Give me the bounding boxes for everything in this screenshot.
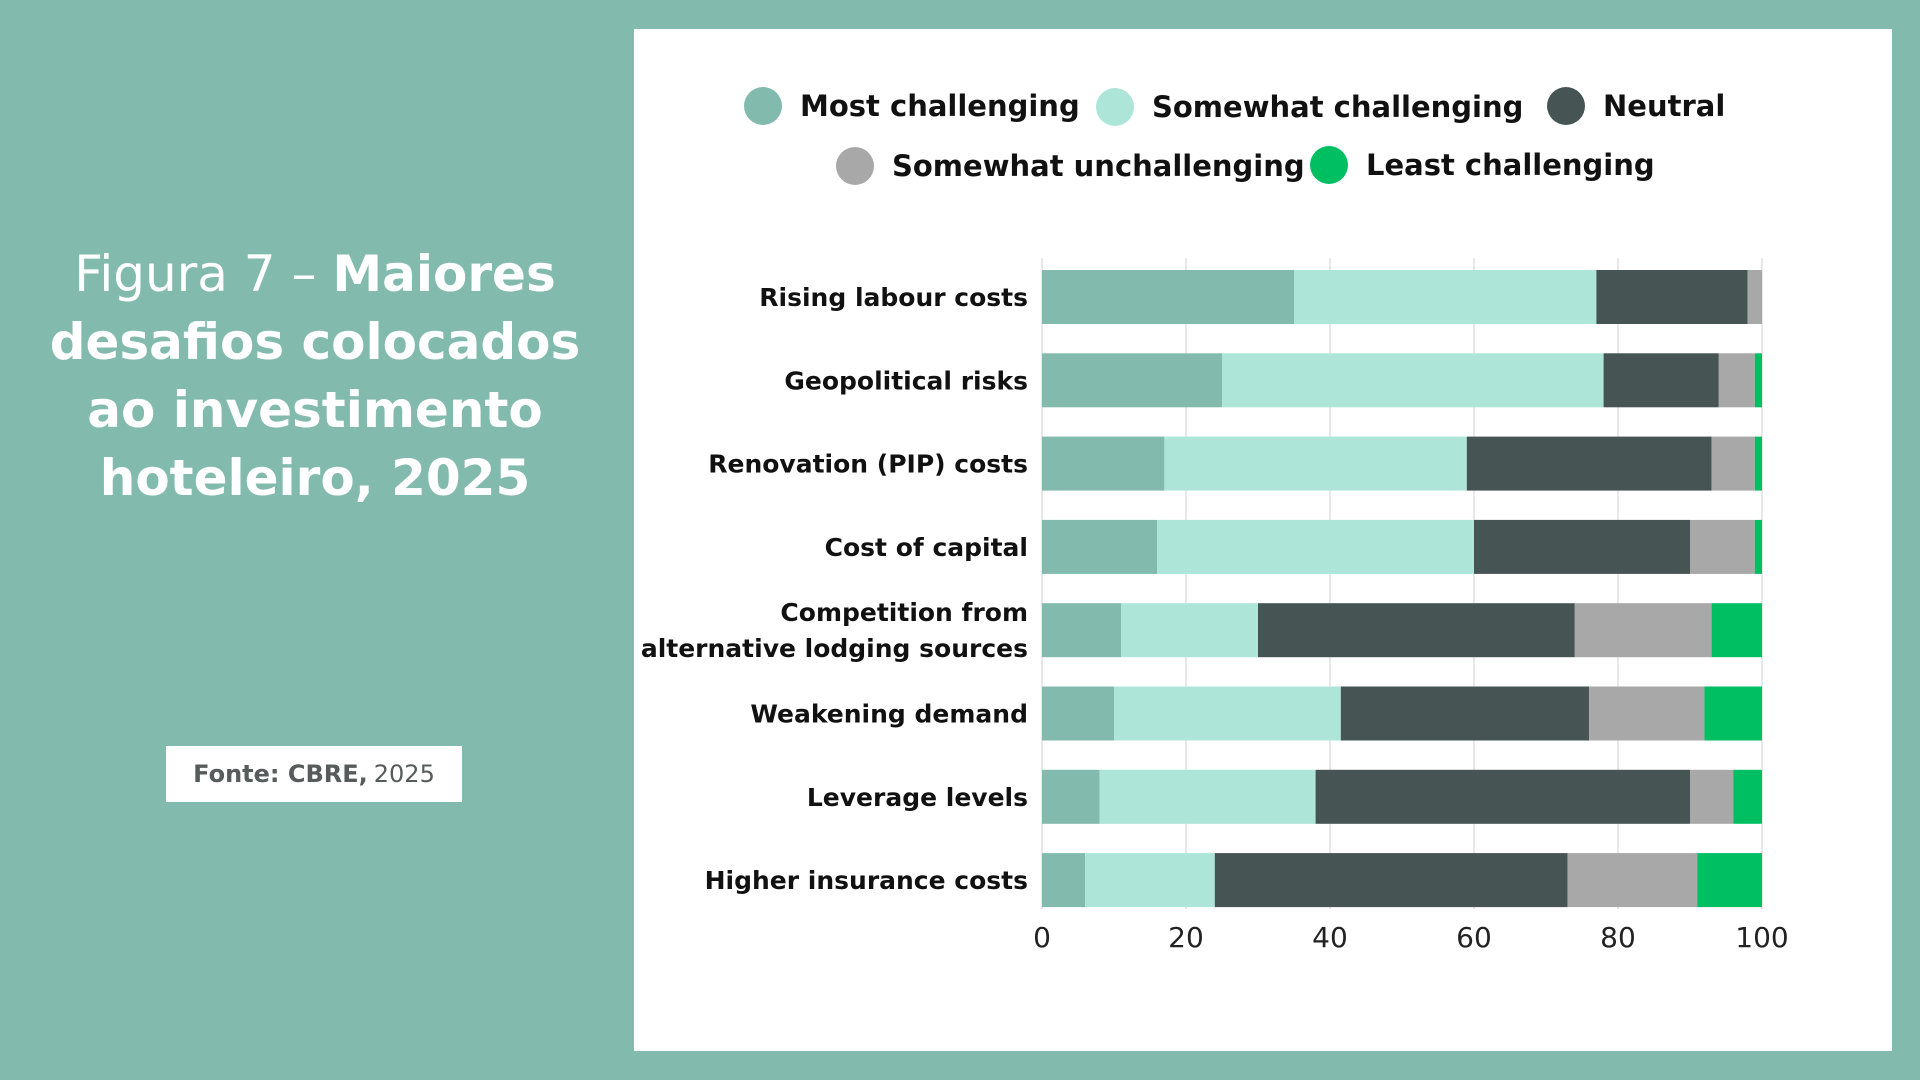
legend-label-least-challenging: Least challenging — [1366, 148, 1655, 182]
bar-neutral-7 — [1214, 853, 1568, 908]
legend-swatch-most-challenging — [744, 87, 782, 125]
stacked-bar-chart: Rising labour costs Geopolitical risks Ren… — [641, 258, 1789, 954]
source-box: Fonte: CBRE, 2025 — [166, 746, 462, 802]
chart-legend: Most challenging Somewhat challenging Ne… — [634, 29, 1892, 229]
figure-title-main: Maiores desafios colocados ao investimen… — [49, 245, 581, 507]
bar-somewhat-unchallenging-0 — [1747, 270, 1762, 324]
category-label-4-line-1: alternative lodging sources — [641, 634, 1028, 663]
figure-title-prefix: Figura 7 – — [74, 245, 333, 303]
bar-neutral-3 — [1474, 519, 1690, 574]
x-tick-label-80: 80 — [1600, 921, 1636, 954]
category-label-4-line-0: Competition from — [780, 598, 1028, 627]
category-label-0: Rising labour costs — [759, 283, 1028, 312]
legend-item-neutral: Neutral — [1547, 87, 1725, 125]
bar-most-challenging-5 — [1042, 686, 1114, 741]
source-year: 2025 — [373, 760, 435, 788]
bar-most-challenging-2 — [1042, 436, 1165, 491]
x-tick-label-20: 20 — [1168, 921, 1204, 954]
legend-label-somewhat-challenging: Somewhat challenging — [1152, 90, 1524, 124]
bar-least-challenging-3 — [1754, 519, 1762, 574]
legend-swatch-somewhat-unchallenging — [836, 147, 874, 185]
bar-neutral-2 — [1466, 436, 1712, 491]
bar-somewhat-unchallenging-2 — [1711, 436, 1755, 491]
legend-swatch-neutral — [1547, 87, 1585, 125]
bar-most-challenging-4 — [1042, 603, 1122, 658]
bar-somewhat-challenging-3 — [1157, 519, 1474, 574]
bar-most-challenging-0 — [1042, 270, 1294, 324]
bar-most-challenging-1 — [1042, 353, 1222, 408]
bar-somewhat-unchallenging-5 — [1589, 686, 1705, 741]
chart-card: Most challenging Somewhat challenging Ne… — [634, 29, 1892, 1051]
legend-item-somewhat-unchallenging: Somewhat unchallenging — [836, 147, 1305, 185]
source-label: Fonte: CBRE, — [193, 760, 368, 788]
bar-most-challenging-7 — [1042, 853, 1086, 908]
x-tick-label-0: 0 — [1033, 921, 1051, 954]
bar-least-challenging-1 — [1754, 353, 1762, 408]
bar-somewhat-challenging-7 — [1085, 853, 1215, 908]
bar-least-challenging-6 — [1733, 769, 1762, 824]
bar-somewhat-unchallenging-1 — [1718, 353, 1755, 408]
category-label-1: Geopolitical risks — [784, 366, 1028, 395]
legend-item-least-challenging: Least challenging — [1310, 146, 1655, 184]
legend-item-most-challenging: Most challenging — [744, 87, 1080, 125]
bar-somewhat-challenging-2 — [1164, 436, 1467, 491]
x-tick-label-100: 100 — [1735, 921, 1788, 954]
legend-label-somewhat-unchallenging: Somewhat unchallenging — [892, 149, 1305, 183]
legend-item-somewhat-challenging: Somewhat challenging — [1096, 88, 1523, 126]
bar-least-challenging-5 — [1704, 686, 1762, 741]
legend-swatch-least-challenging — [1310, 146, 1348, 184]
x-tick-label-60: 60 — [1456, 921, 1492, 954]
left-panel: Figura 7 – Maiores desafios colocados ao… — [0, 0, 630, 1080]
bar-somewhat-challenging-1 — [1222, 353, 1604, 408]
bar-somewhat-unchallenging-7 — [1567, 853, 1698, 908]
bar-somewhat-challenging-4 — [1121, 603, 1258, 658]
bar-neutral-4 — [1258, 603, 1575, 658]
category-label-5: Weakening demand — [750, 700, 1028, 729]
bar-neutral-6 — [1315, 769, 1690, 824]
bar-least-challenging-7 — [1697, 853, 1762, 908]
bar-least-challenging-2 — [1754, 436, 1762, 491]
category-label-7: Higher insurance costs — [705, 866, 1028, 895]
category-label-3: Cost of capital — [825, 533, 1028, 562]
bar-neutral-0 — [1596, 270, 1748, 324]
legend-swatch-somewhat-challenging — [1096, 88, 1134, 126]
legend-label-most-challenging: Most challenging — [800, 89, 1080, 123]
x-tick-label-40: 40 — [1312, 921, 1348, 954]
bar-most-challenging-6 — [1042, 769, 1100, 824]
legend-label-neutral: Neutral — [1603, 89, 1726, 123]
bar-somewhat-challenging-6 — [1099, 769, 1316, 824]
bar-somewhat-unchallenging-6 — [1690, 769, 1734, 824]
bar-somewhat-challenging-5 — [1114, 686, 1341, 741]
bar-neutral-5 — [1340, 686, 1590, 741]
bar-somewhat-unchallenging-4 — [1574, 603, 1712, 658]
figure-title: Figura 7 – Maiores desafios colocados ao… — [30, 240, 600, 512]
category-label-2: Renovation (PIP) costs — [708, 450, 1028, 479]
bar-neutral-1 — [1603, 353, 1719, 408]
bar-somewhat-challenging-0 — [1294, 270, 1597, 324]
bar-somewhat-unchallenging-3 — [1690, 519, 1755, 574]
bar-most-challenging-3 — [1042, 519, 1158, 574]
category-label-6: Leverage levels — [807, 783, 1028, 812]
bar-least-challenging-4 — [1711, 603, 1762, 658]
